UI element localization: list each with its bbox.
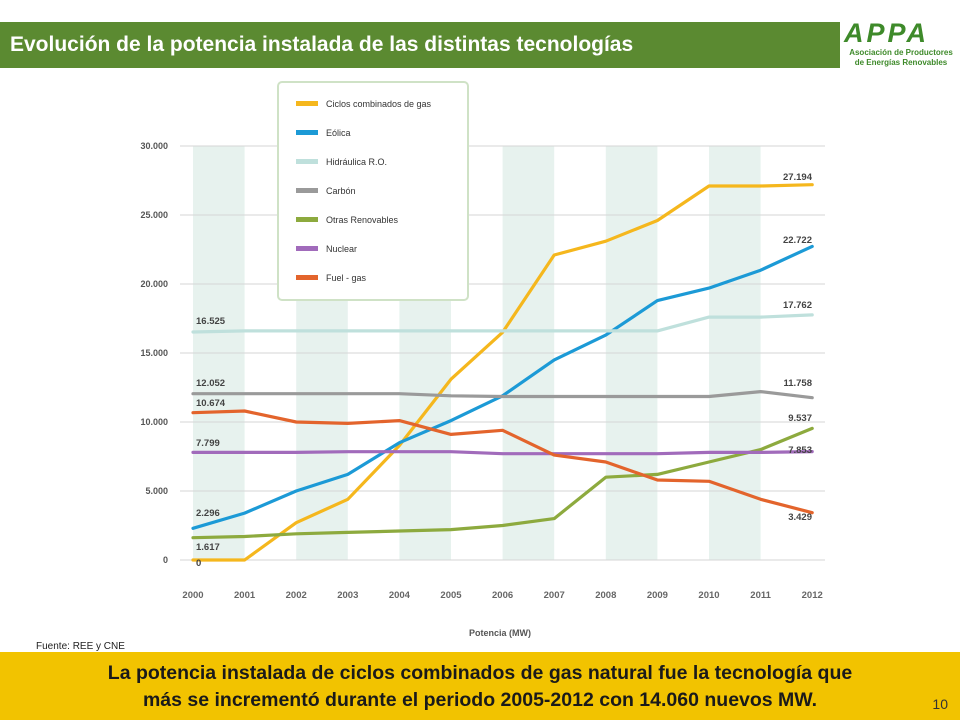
x-tick-label: 2004 <box>389 590 411 601</box>
end-value-label: 7.853 <box>788 445 812 456</box>
legend-swatch-hidraulica-r-o <box>296 159 318 164</box>
start-value-label: 7.799 <box>196 438 220 449</box>
x-tick-label: 2008 <box>595 590 616 601</box>
legend-swatch-ciclos-combinados-de-gas <box>296 101 318 106</box>
end-value-label: 17.762 <box>783 300 812 311</box>
conclusion-line2: más se incrementó durante el periodo 200… <box>142 689 818 711</box>
y-tick-label: 25.000 <box>140 210 168 220</box>
logo-letters: APPA <box>844 18 930 48</box>
legend-label-carbon: Carbón <box>326 186 356 196</box>
x-axis-label: Potencia (MW) <box>469 628 531 638</box>
start-value-label: 16.525 <box>196 316 226 327</box>
legend-label-nuclear: Nuclear <box>326 244 357 254</box>
end-value-label: 11.758 <box>783 378 812 389</box>
end-value-label: 3.429 <box>788 512 812 523</box>
x-tick-label: 2009 <box>647 590 668 601</box>
series-end-labels: 0 27.194 2.296 22.722 16.525 17.762 12.052 11.7… <box>196 172 813 569</box>
legend-box <box>277 81 469 301</box>
legend-label-ciclos-combinados-de-gas: Ciclos combinados de gas <box>326 99 432 109</box>
end-value-label: 22.722 <box>783 235 812 246</box>
source-note: Fuente: REE y CNE <box>36 641 125 652</box>
start-value-label: 2.296 <box>196 508 220 519</box>
x-tick-label: 2002 <box>286 590 307 601</box>
page-number: 10 <box>932 696 948 712</box>
x-tick-label: 2012 <box>802 590 823 601</box>
start-value-label: 10.674 <box>196 398 226 409</box>
x-tick-label: 2000 <box>182 590 203 601</box>
x-tick-label: 2006 <box>492 590 513 601</box>
x-tick-label: 2003 <box>337 590 358 601</box>
x-tick-label: 2005 <box>440 590 462 601</box>
legend-swatch-nuclear <box>296 246 318 251</box>
conclusion-text: La potencia instalada de ciclos combinad… <box>20 660 940 714</box>
series-line-otras-renovables <box>191 426 814 540</box>
logo-subtitle-line1: Asociación de Productores <box>849 48 953 57</box>
x-tick-label: 2007 <box>544 590 565 601</box>
title-bar: Evolución de la potencia instalada de la… <box>0 22 840 68</box>
legend-swatch-eolica <box>296 130 318 135</box>
legend-label-otras-renovables: Otras Renovables <box>326 215 399 225</box>
installed-power-chart: 0 5.000 10.000 15.000 20.000 25.000 30.000 200… <box>140 81 825 638</box>
start-value-label: 0 <box>196 558 201 569</box>
legend-label-hidraulica-r-o: Hidráulica R.O. <box>326 157 387 167</box>
legend-label-eolica: Eólica <box>326 128 351 138</box>
logo-subtitle-line2: de Energías Renovables <box>854 58 948 67</box>
y-tick-label: 5.000 <box>145 486 168 496</box>
start-value-label: 12.052 <box>196 378 225 389</box>
conclusion-bar: La potencia instalada de ciclos combinad… <box>0 652 960 720</box>
series-line-carbon <box>191 390 814 400</box>
conclusion-line1: La potencia instalada de ciclos combinad… <box>107 662 853 684</box>
logo-subtitle: Asociación de Productores de Energías Re… <box>842 48 960 68</box>
start-value-label: 1.617 <box>196 542 220 553</box>
x-tick-label: 2001 <box>234 590 256 601</box>
end-value-label: 9.537 <box>788 413 812 424</box>
y-axis-ticks: 0 5.000 10.000 15.000 20.000 25.000 30.000 <box>140 141 168 565</box>
legend-swatch-otras-renovables <box>296 217 318 222</box>
y-tick-label: 0 <box>163 555 168 565</box>
appa-logo: APPA Asociación de Productores de Energí… <box>842 18 960 72</box>
y-tick-label: 10.000 <box>140 417 168 427</box>
slide-title: Evolución de la potencia instalada de la… <box>10 33 634 56</box>
end-value-label: 27.194 <box>783 172 813 183</box>
x-axis-ticks: 2000 2001 2002 2003 2004 2005 2006 2007 2008 2009… <box>182 590 822 601</box>
legend-swatch-carbon <box>296 188 318 193</box>
y-tick-label: 30.000 <box>140 141 168 151</box>
legend: Ciclos combinados de gas Eólica Hidráulica… <box>277 81 469 301</box>
x-tick-label: 2011 <box>750 590 771 601</box>
x-tick-label: 2010 <box>698 590 719 601</box>
legend-swatch-fuel-gas <box>296 275 318 280</box>
series-line-nuclear <box>191 450 814 456</box>
series-lines <box>191 183 814 562</box>
series-line-fuel-gas <box>191 409 814 515</box>
legend-label-fuel-gas: Fuel - gas <box>326 273 367 283</box>
y-tick-label: 15.000 <box>140 348 168 358</box>
y-tick-label: 20.000 <box>140 279 168 289</box>
series-line-hidraulica-r-o <box>191 313 814 334</box>
